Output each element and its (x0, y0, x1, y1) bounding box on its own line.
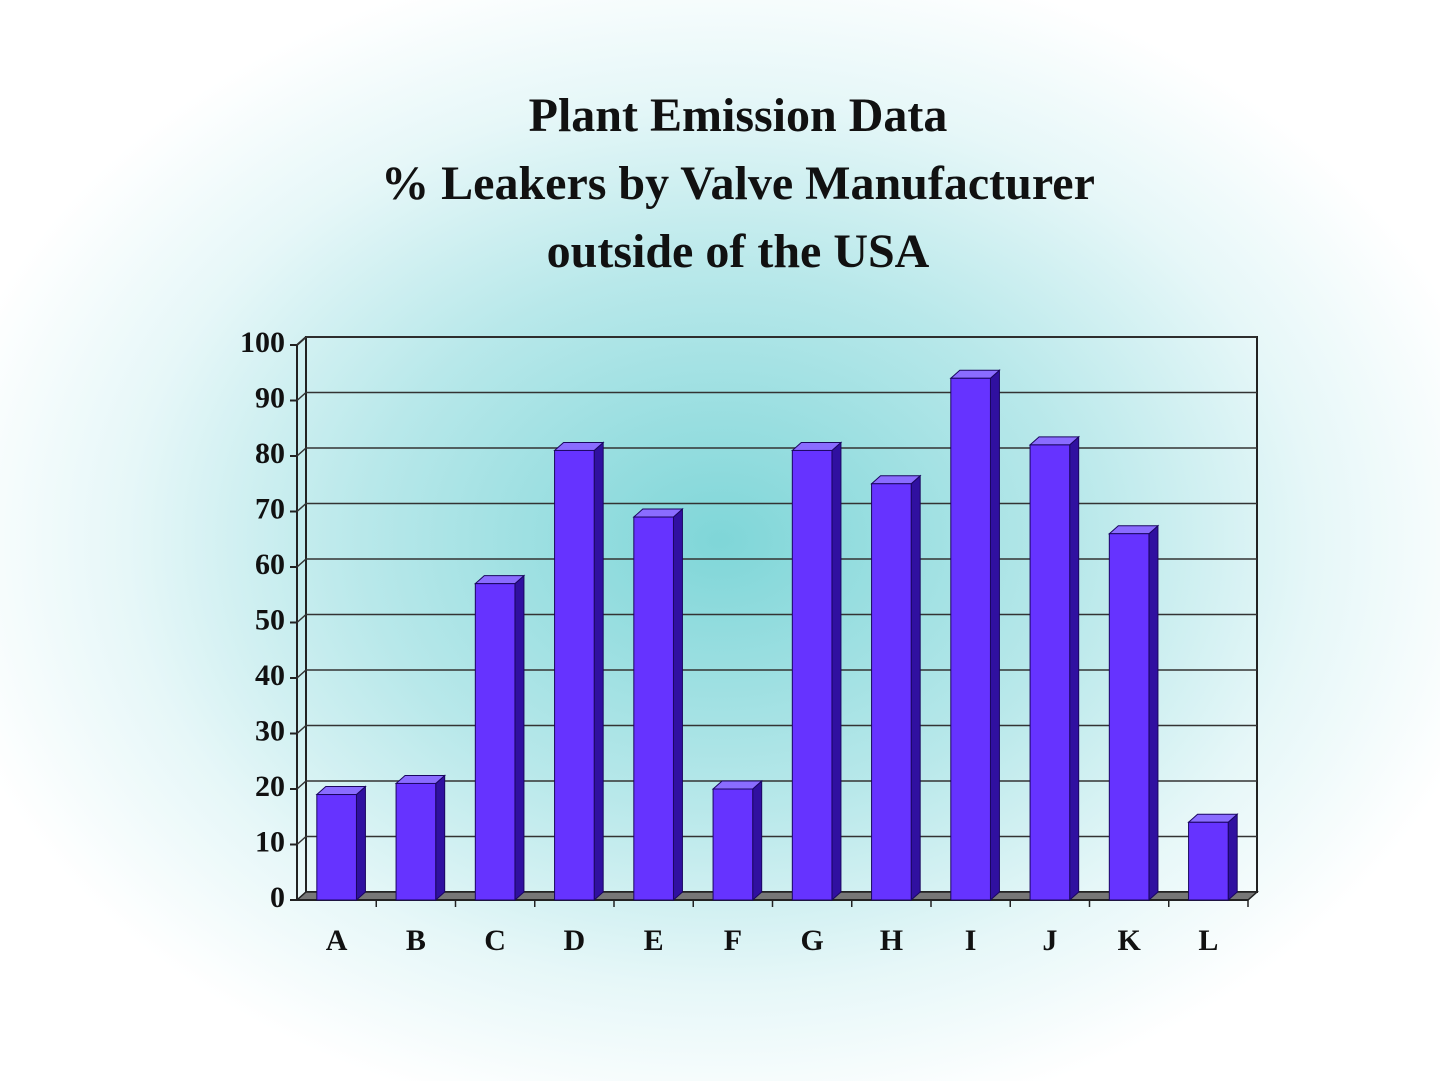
y-tick-label: 60 (255, 548, 285, 581)
grid-line-side (296, 391, 307, 402)
grid-line-side (296, 613, 307, 624)
bar-top (632, 508, 684, 518)
grid-line-side (296, 336, 307, 346)
bar (633, 516, 674, 901)
x-tick-label: I (965, 924, 977, 957)
bar-top (1187, 813, 1239, 823)
bar-top (315, 786, 367, 796)
bar-top (1107, 525, 1160, 535)
bar (395, 782, 437, 901)
bar (712, 788, 754, 901)
x-tick-label: J (1042, 924, 1057, 957)
y-tick-label: 50 (255, 603, 285, 636)
bar-side (355, 785, 366, 902)
bar (1029, 444, 1071, 901)
bar-side (910, 474, 921, 902)
y-tick-label: 70 (255, 492, 285, 525)
grid-line-side (296, 502, 307, 513)
x-tick-label: D (564, 924, 586, 957)
bar-top (790, 441, 843, 451)
bar-side (752, 779, 763, 902)
y-tick-label: 10 (255, 825, 285, 858)
bar-side (593, 441, 604, 902)
chart-title: % Leakers by Valve Manufacturer (381, 157, 1095, 210)
x-tick-label: C (484, 924, 506, 957)
bar (474, 583, 516, 901)
chart-title: Plant Emission Data (529, 89, 948, 142)
bar-side (831, 441, 842, 902)
x-tick-label: K (1117, 924, 1141, 957)
x-tick-label: A (326, 924, 348, 957)
y-tick-label: 30 (255, 714, 285, 747)
y-tick-label: 0 (270, 881, 285, 914)
bar-top (1028, 436, 1081, 446)
x-tick-label: E (644, 924, 664, 957)
bar-side (989, 369, 1000, 902)
y-tick-label: 90 (255, 381, 285, 414)
bar-top (394, 774, 447, 784)
x-tick-label: B (406, 924, 426, 957)
chart-title: outside of the USA (547, 225, 930, 278)
x-tick-label: G (800, 924, 823, 957)
bar (871, 483, 912, 901)
bar-top (949, 369, 1001, 379)
bar-top (711, 780, 764, 790)
bar-side (514, 574, 525, 902)
grid-line-side (296, 447, 307, 457)
y-tick-label: 100 (240, 326, 285, 359)
grid-line-side (296, 835, 307, 846)
bar-top (473, 575, 526, 585)
bar (554, 449, 595, 901)
bar (1108, 533, 1150, 901)
y-tick-label: 80 (255, 437, 285, 470)
grid-line-side (296, 669, 307, 679)
bar (791, 449, 833, 901)
x-tick-label: F (724, 924, 742, 957)
grid-line-side (296, 558, 307, 568)
bar (316, 794, 357, 901)
y-tick-label: 40 (255, 659, 285, 692)
y-tick-label: 20 (255, 770, 285, 803)
bar-top (553, 441, 605, 451)
bar-side (672, 507, 683, 902)
bar-side (1227, 813, 1238, 902)
bar-side (435, 774, 446, 902)
x-tick-label: L (1198, 924, 1218, 957)
bar-side (1069, 435, 1080, 902)
grid-line-side (296, 780, 307, 790)
bar-top (870, 475, 922, 485)
bar (1188, 821, 1229, 901)
grid-line-side (296, 724, 307, 735)
bar (950, 377, 991, 901)
bar-side (1148, 524, 1159, 902)
x-tick-label: H (880, 924, 903, 957)
